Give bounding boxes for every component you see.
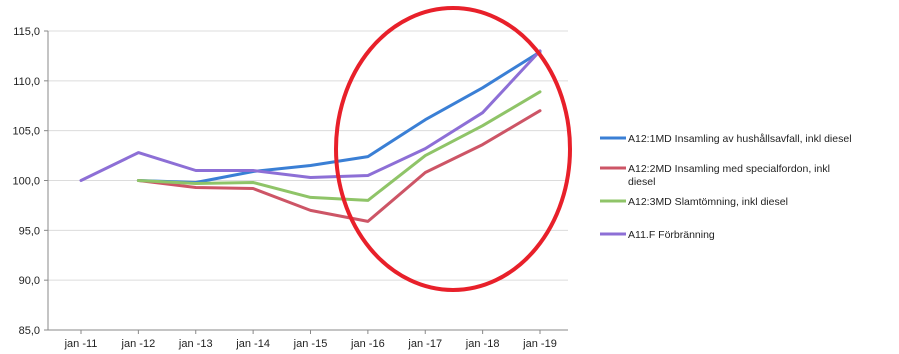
- axes: [44, 30, 568, 334]
- x-tick-label: jan -16: [350, 338, 385, 350]
- y-tick-label: 105,0: [12, 126, 40, 138]
- series-line: [79, 49, 542, 182]
- series-line: [136, 90, 542, 202]
- x-tick-label: jan -11: [64, 338, 98, 350]
- x-tick-label: jan -14: [235, 338, 270, 350]
- y-tick-label: 100,0: [12, 176, 40, 188]
- x-tick-label: jan -18: [465, 338, 500, 350]
- legend-label: A11.F Förbränning: [628, 229, 715, 241]
- x-tick-labels: jan -11 jan -12 jan -13 jan -14 jan -15 jan -…: [64, 338, 557, 350]
- x-tick-label: jan -15: [293, 338, 328, 350]
- legend-label: A12:1MD Insamling av hushållsavfall, ink…: [628, 133, 852, 145]
- x-tick-label: jan -19: [522, 338, 557, 350]
- legend: A12:1MD Insamling av hushållsavfall, ink…: [600, 133, 852, 241]
- series-line: [136, 50, 542, 184]
- y-tick-label: 90,0: [19, 275, 40, 287]
- y-tick-label: 95,0: [19, 225, 40, 237]
- annotation-layer: [334, 6, 572, 292]
- gridlines: [48, 30, 568, 281]
- series-line: [136, 109, 542, 223]
- x-tick-label: jan -17: [407, 338, 442, 350]
- legend-label: A12:3MD Slamtömning, inkl diesel: [628, 196, 788, 208]
- series-lines: [79, 49, 542, 223]
- x-tick-label: jan -13: [178, 338, 213, 350]
- y-tick-label: 110,0: [13, 76, 40, 88]
- legend-label: A12:2MD Insamling med specialfordon, ink…: [628, 163, 830, 188]
- x-tick-label: jan -12: [121, 338, 156, 350]
- y-tick-label: 85,0: [19, 325, 40, 337]
- y-tick-label: 115,0: [13, 26, 40, 38]
- y-tick-labels: 85,0 90,0 95,0 100,0 105,0 110,0 115,0: [12, 26, 40, 337]
- red-circle-annotation: [334, 6, 572, 292]
